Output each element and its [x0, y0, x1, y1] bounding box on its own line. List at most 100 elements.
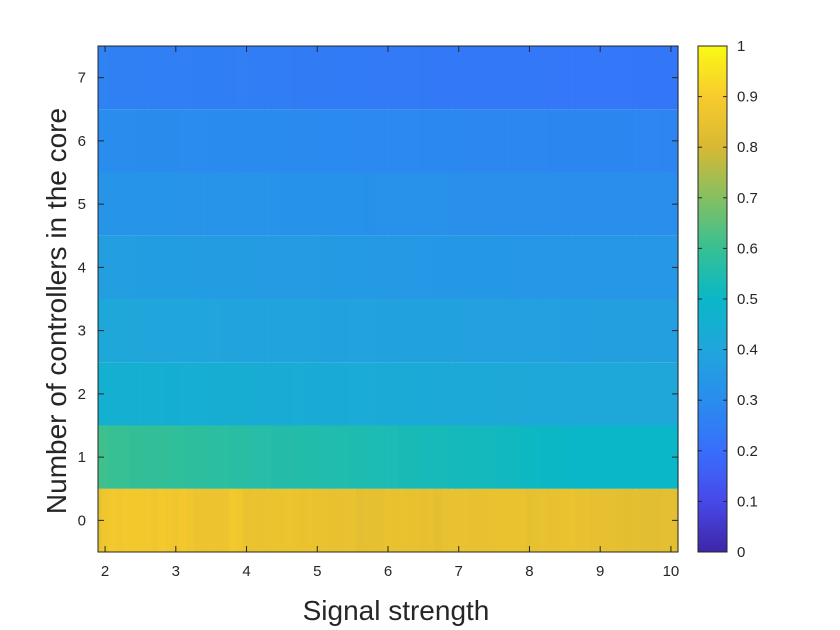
- heatmap-cell: [342, 488, 350, 552]
- heatmap-cell: [462, 299, 470, 363]
- heatmap-cell: [525, 109, 534, 173]
- heatmap-cell: [603, 299, 612, 363]
- heatmap-cell: [518, 299, 527, 363]
- heatmap-cell: [108, 46, 117, 110]
- heatmap-cell: [596, 299, 605, 363]
- heatmap-cell: [419, 425, 428, 489]
- heatmap-cell: [610, 172, 619, 236]
- y-axis-label: Number of controllers in the core: [41, 108, 72, 514]
- heatmap-cell: [342, 172, 350, 236]
- heatmap-cell: [306, 362, 315, 426]
- heatmap-cell: [462, 172, 470, 236]
- heatmap-cell: [518, 172, 527, 236]
- heatmap-cell: [377, 172, 386, 236]
- heatmap-cell: [540, 172, 548, 236]
- heatmap-cell: [561, 425, 569, 489]
- heatmap-cell: [278, 299, 287, 363]
- heatmap-cell: [455, 46, 463, 110]
- heatmap-cell: [426, 488, 435, 552]
- heatmap-cell: [632, 299, 640, 363]
- heatmap-cell: [179, 488, 188, 552]
- heatmap-cell: [363, 362, 371, 426]
- heatmap-cell: [596, 109, 605, 173]
- heatmap-cell: [497, 299, 506, 363]
- heatmap-cell: [448, 488, 456, 552]
- heatmap-cell: [292, 235, 301, 299]
- heatmap-cell: [108, 172, 117, 236]
- heatmap-cell: [405, 488, 414, 552]
- heatmap-cell: [398, 46, 407, 110]
- heatmap-cell: [540, 46, 548, 110]
- heatmap-cell: [363, 109, 371, 173]
- heatmap-cell: [221, 488, 230, 552]
- heatmap-cell: [426, 109, 435, 173]
- heatmap-cell: [603, 425, 612, 489]
- heatmap-cell: [349, 488, 357, 552]
- heatmap-cell: [165, 299, 173, 363]
- heatmap-cell: [158, 109, 166, 173]
- heatmap-cell: [179, 172, 188, 236]
- heatmap-cell: [490, 109, 499, 173]
- heatmap-cell: [624, 46, 633, 110]
- heatmap-cell: [518, 362, 527, 426]
- heatmap-cell: [243, 172, 251, 236]
- heatmap-cell: [221, 172, 230, 236]
- heatmap-cell: [483, 362, 492, 426]
- heatmap-cell: [632, 46, 640, 110]
- heatmap-cell: [349, 362, 357, 426]
- heatmap-cell: [257, 488, 265, 552]
- heatmap-cell: [101, 299, 110, 363]
- heatmap-cell: [136, 425, 145, 489]
- colorbar-tick-label: 0: [737, 544, 745, 561]
- heatmap-cell: [370, 362, 378, 426]
- x-tick-label: 3: [172, 563, 180, 580]
- heatmap-cell: [186, 46, 195, 110]
- y-tick-label: 3: [78, 323, 86, 340]
- heatmap-cell: [398, 235, 407, 299]
- heatmap-cell: [172, 362, 180, 426]
- heatmap-cell: [603, 362, 612, 426]
- heatmap-cell: [278, 425, 287, 489]
- heatmap-cell: [207, 46, 216, 110]
- heatmap-cell: [285, 109, 294, 173]
- heatmap-cell: [278, 172, 287, 236]
- heatmap-cell: [313, 299, 322, 363]
- heatmap-cell: [200, 172, 209, 236]
- heatmap-cell: [356, 299, 364, 363]
- heatmap-cell: [214, 235, 223, 299]
- heatmap-cell: [547, 488, 555, 552]
- heatmap-cell: [561, 46, 569, 110]
- heatmap-cell: [582, 46, 591, 110]
- heatmap-cell: [235, 172, 244, 236]
- heatmap-cell: [660, 425, 668, 489]
- heatmap-cell: [250, 488, 258, 552]
- heatmap-cell: [243, 46, 251, 110]
- heatmap-cell: [250, 109, 258, 173]
- heatmap-cell: [582, 362, 591, 426]
- heatmap-cell: [342, 235, 350, 299]
- heatmap-cell: [653, 46, 661, 110]
- colorbar-tick-label: 0.3: [737, 392, 758, 409]
- heatmap-cell: [497, 172, 506, 236]
- heatmap-cell: [547, 299, 555, 363]
- x-tick-label: 7: [455, 563, 463, 580]
- heatmap-cell: [327, 362, 336, 426]
- heatmap-cell: [143, 235, 152, 299]
- heatmap-cell: [334, 172, 343, 236]
- heatmap-cell: [433, 235, 442, 299]
- heatmap-cell: [554, 425, 562, 489]
- heatmap-cell: [221, 299, 230, 363]
- heatmap-cell: [151, 488, 159, 552]
- heatmap-cell: [639, 299, 647, 363]
- colorbar-tick-label: 0.5: [737, 291, 758, 308]
- heatmap-cell: [327, 235, 336, 299]
- heatmap-cell: [179, 425, 188, 489]
- heatmap-cell: [441, 299, 449, 363]
- heatmap-cells: [98, 46, 679, 552]
- heatmap-cell: [179, 362, 188, 426]
- heatmap-cell: [143, 488, 152, 552]
- heatmap-cell: [221, 46, 230, 110]
- heatmap-cell: [172, 109, 180, 173]
- heatmap-cell: [547, 172, 555, 236]
- heatmap-cell: [433, 362, 442, 426]
